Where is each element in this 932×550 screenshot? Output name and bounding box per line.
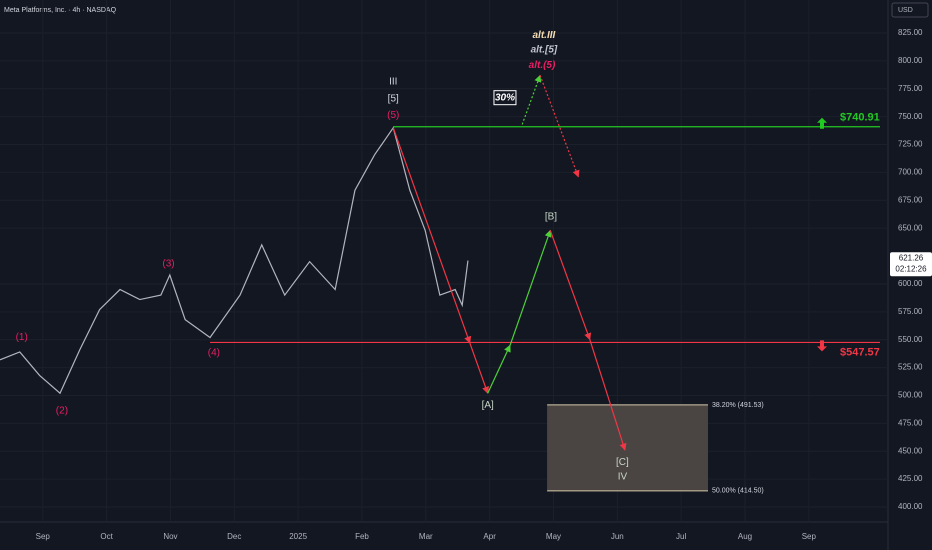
x-tick-label: Apr [483,532,496,541]
y-tick-label: 450.00 [898,446,923,455]
wave-label: [B] [545,212,557,223]
projection [392,127,472,344]
x-tick-label: Nov [163,532,177,541]
projection [487,344,511,394]
wave-label: (2) [56,406,68,417]
y-tick-label: 500.00 [898,391,923,400]
wave-label: [5] [388,93,399,104]
wave-label: alt.III [533,30,556,41]
chart-title: Meta Platforms, Inc. · 4h · NASDAQ [4,7,117,14]
projection [589,339,627,451]
y-tick-label: 825.00 [898,28,923,37]
x-tick-label: Jun [611,532,624,541]
y-tick-label: 800.00 [898,56,923,65]
currency: USD [898,7,913,14]
y-tick-label: 600.00 [898,279,923,288]
level-label: $740.91 [840,112,880,124]
y-tick-label: 475.00 [898,418,923,427]
annotation-box [493,90,517,106]
level-label: $547.57 [840,346,880,358]
y-tick-label: 775.00 [898,84,923,93]
wave-label: alt.[5] [531,44,558,55]
wave-label: (1) [16,332,28,343]
x-tick-label: Sep [36,532,51,541]
y-tick-label: 400.00 [898,502,923,511]
x-tick-label: Oct [100,532,113,541]
y-tick-label: 750.00 [898,112,923,121]
fib-label: 38.20% (491.53) [712,402,764,409]
level-arrow [817,117,827,129]
currency-box[interactable] [891,2,929,18]
level-arrow [817,340,827,352]
wave-label: [A] [482,400,494,411]
wave-label: (3) [162,259,174,270]
y-tick-label: 575.00 [898,307,923,316]
projection [469,342,489,394]
y-tick-label: 700.00 [898,168,923,177]
price-line [0,126,469,395]
price-tag-label: 621.26 [899,253,924,262]
x-tick-label: 2025 [289,532,307,541]
y-tick-label: 525.00 [898,363,923,372]
wave-label: (5) [387,110,399,121]
x-tick-label: Jul [676,532,686,541]
wave-label: (4) [208,348,220,359]
wave-label: alt.(5) [529,60,556,71]
x-tick-label: Sep [802,532,817,541]
wave-label: [C] [616,457,629,468]
projection [549,230,592,341]
fib-label: 50.00% (414.50) [712,488,764,495]
y-tick-label: 425.00 [898,474,923,483]
wave-label: IV [618,472,628,483]
x-tick-label: Dec [227,532,241,541]
wave-label: 30% [495,92,515,103]
y-tick-label: 550.00 [898,335,923,344]
price-tag [890,252,932,277]
x-tick-label: May [546,532,561,541]
projection [509,229,552,346]
x-tick-label: Feb [355,532,369,541]
y-tick-label: 725.00 [898,140,923,149]
countdown: 02:12:26 [895,264,927,273]
y-tick-label: 675.00 [898,195,923,204]
x-tick-label: Mar [419,532,433,541]
x-tick-label: Aug [738,532,752,541]
y-tick-label: 650.00 [898,223,923,232]
fib-box [547,404,708,491]
wave-label: III [389,77,397,88]
projection [521,74,542,125]
